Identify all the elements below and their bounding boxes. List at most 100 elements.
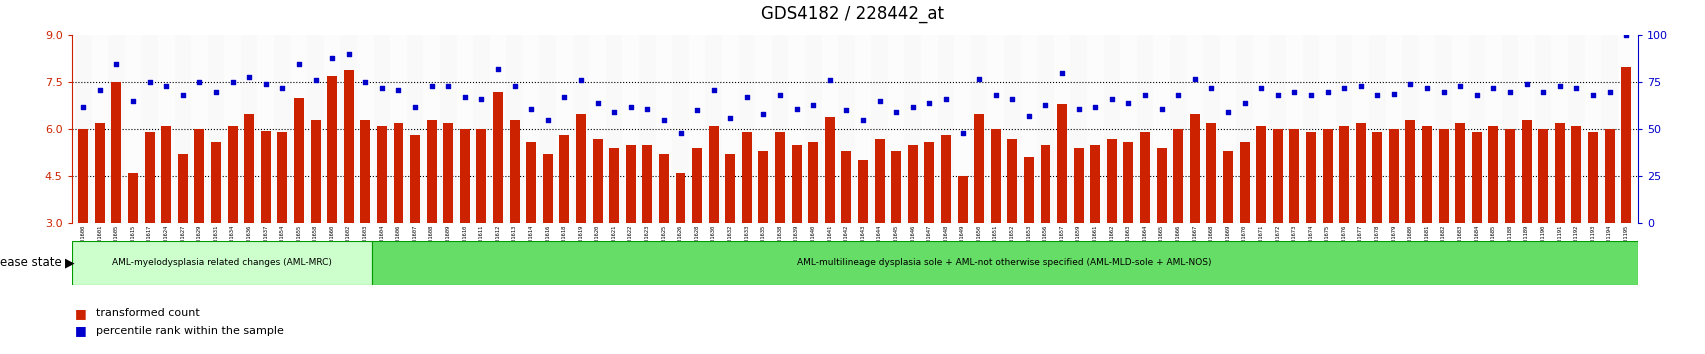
Point [766, 93, 793, 98]
Point [1579, 93, 1606, 98]
Bar [573, 35, 588, 223]
Point [931, 96, 958, 102]
Bar [1338, 126, 1349, 223]
Bar [142, 35, 159, 223]
Bar [377, 126, 387, 223]
Bar [626, 145, 636, 223]
Bar [1185, 35, 1202, 223]
Text: ■: ■ [75, 325, 87, 337]
Bar [938, 35, 953, 223]
Point [750, 112, 777, 117]
Point [916, 100, 943, 106]
Point [1296, 93, 1323, 98]
Bar [244, 114, 254, 223]
Bar [974, 114, 984, 223]
Bar [622, 35, 639, 223]
Bar [1620, 67, 1630, 223]
Point [1197, 85, 1224, 91]
Point [302, 78, 329, 83]
Bar [837, 35, 854, 223]
Bar [1604, 129, 1613, 223]
Point [1064, 106, 1091, 112]
Bar [1534, 35, 1550, 223]
Bar [523, 35, 539, 223]
Bar [409, 136, 419, 223]
Bar [1570, 126, 1581, 223]
Bar [924, 142, 934, 223]
Bar [1567, 35, 1584, 223]
Point [733, 95, 760, 100]
Bar [788, 35, 805, 223]
Point [684, 108, 711, 113]
Bar [327, 76, 338, 223]
Text: transformed count: transformed count [95, 308, 199, 318]
Bar [759, 151, 767, 223]
Bar [92, 35, 107, 223]
Bar [1269, 35, 1286, 223]
Point [119, 98, 147, 104]
Bar [588, 35, 605, 223]
Point [136, 79, 164, 85]
Point [1396, 81, 1424, 87]
Bar [692, 148, 702, 223]
Bar [208, 35, 223, 223]
Bar [278, 132, 286, 223]
Bar [1004, 35, 1020, 223]
Bar [953, 35, 970, 223]
Bar [1471, 132, 1482, 223]
Bar [191, 35, 208, 223]
Bar [704, 35, 721, 223]
Point [1463, 93, 1490, 98]
Bar [672, 35, 689, 223]
Bar [1405, 120, 1415, 223]
Bar [373, 35, 390, 223]
Bar [1103, 35, 1120, 223]
Point [385, 87, 413, 93]
Point [1098, 96, 1125, 102]
Bar [1020, 35, 1037, 223]
Point [1032, 102, 1059, 108]
Point [997, 96, 1025, 102]
Bar [1402, 35, 1419, 223]
Bar [1236, 35, 1251, 223]
Point [1214, 109, 1241, 115]
Bar [227, 126, 237, 223]
Point [1347, 83, 1374, 89]
Point [568, 78, 595, 83]
Bar [394, 123, 402, 223]
Point [1330, 85, 1357, 91]
Bar [970, 35, 987, 223]
Bar [423, 35, 440, 223]
Bar [1054, 35, 1069, 223]
Bar [1371, 132, 1381, 223]
Point [1478, 85, 1506, 91]
Bar [1388, 129, 1398, 223]
Bar [1240, 142, 1248, 223]
Bar [559, 136, 569, 223]
Bar [605, 35, 622, 223]
Point [1180, 76, 1207, 81]
Bar [742, 132, 752, 223]
Bar [406, 35, 423, 223]
Point [1231, 100, 1258, 106]
Point [435, 83, 462, 89]
Bar [576, 114, 585, 223]
Bar [1040, 145, 1050, 223]
Bar [1355, 123, 1366, 223]
Bar [1584, 35, 1601, 223]
Bar [738, 35, 755, 223]
Point [881, 109, 909, 115]
Bar [128, 173, 138, 223]
Bar [472, 35, 489, 223]
Point [235, 74, 263, 80]
Point [1313, 89, 1340, 95]
Point [351, 79, 379, 85]
Point [1165, 93, 1192, 98]
Bar [1136, 35, 1153, 223]
Bar [1202, 35, 1219, 223]
Bar [275, 35, 290, 223]
Bar [1521, 120, 1531, 223]
Point [1512, 81, 1540, 87]
Point [102, 61, 130, 67]
Bar [1352, 35, 1367, 223]
